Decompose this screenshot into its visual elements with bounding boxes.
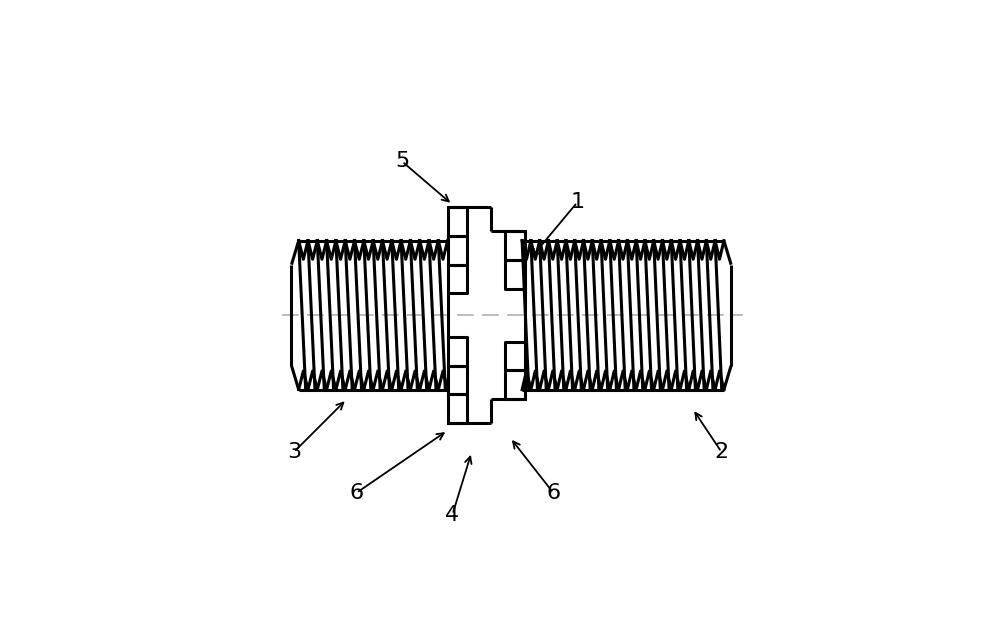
Text: 4: 4: [445, 505, 460, 525]
Text: 2: 2: [714, 442, 729, 462]
Text: 3: 3: [287, 442, 301, 462]
Text: 6: 6: [349, 483, 363, 503]
Text: 6: 6: [546, 483, 560, 503]
Text: 1: 1: [570, 192, 584, 212]
Text: 5: 5: [395, 152, 409, 172]
